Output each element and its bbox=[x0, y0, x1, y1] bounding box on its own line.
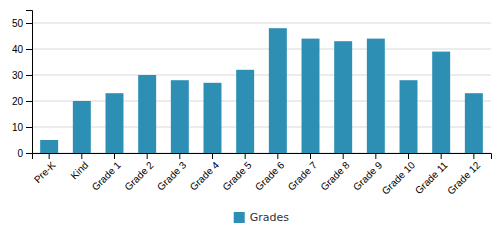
tick-label: 40 bbox=[12, 44, 24, 55]
tick: Grade 11 bbox=[413, 153, 450, 196]
tick-mark bbox=[26, 23, 32, 24]
tick-label: Grade 10 bbox=[380, 159, 418, 197]
tick-mark bbox=[375, 153, 376, 159]
chart: 01020304050Pre-KKindGrade 1Grade 2Grade … bbox=[0, 0, 503, 227]
grid-line bbox=[32, 101, 491, 102]
tick: Grade 7 bbox=[286, 153, 320, 193]
legend: Grades bbox=[234, 211, 290, 224]
bar bbox=[73, 101, 91, 153]
tick: 0 bbox=[17, 148, 32, 159]
tick-mark bbox=[408, 153, 409, 159]
y-axis: 0 10 20 30 40 50 bbox=[12, 11, 33, 159]
tick-mark bbox=[49, 153, 50, 159]
bar bbox=[302, 39, 320, 153]
tick-label: 50 bbox=[12, 18, 24, 29]
tick-label: 10 bbox=[12, 122, 24, 133]
bar bbox=[236, 70, 254, 153]
tick: 30 bbox=[12, 70, 32, 81]
tick-label: 20 bbox=[12, 96, 24, 107]
tick: Grade 2 bbox=[122, 153, 156, 193]
tick-mark bbox=[343, 153, 344, 159]
tick: Grade 5 bbox=[220, 153, 254, 193]
bar bbox=[367, 39, 385, 153]
tick-mark bbox=[473, 153, 474, 159]
grid-line bbox=[32, 75, 491, 76]
tick: 20 bbox=[12, 96, 32, 107]
tick-label: Grade 5 bbox=[220, 159, 254, 193]
tick-mark bbox=[26, 153, 32, 154]
tick-label: Grade 3 bbox=[155, 159, 189, 193]
tick: Pre-K bbox=[32, 153, 58, 185]
tick-label: Grade 4 bbox=[188, 159, 222, 193]
tick: 10 bbox=[12, 122, 32, 133]
tick-mark bbox=[179, 153, 180, 159]
tick-label: Pre-K bbox=[32, 159, 58, 185]
plot: 01020304050Pre-KKindGrade 1Grade 2Grade … bbox=[12, 11, 492, 197]
bar bbox=[465, 93, 483, 153]
bar bbox=[269, 28, 287, 153]
tick: Grade 1 bbox=[90, 153, 124, 193]
tick-label: Grade 1 bbox=[90, 159, 124, 193]
tick-mark bbox=[81, 153, 82, 159]
legend-item: Grades bbox=[234, 211, 290, 224]
legend-swatch bbox=[234, 212, 245, 223]
grid-line bbox=[32, 49, 491, 50]
tick-label: Grade 11 bbox=[413, 159, 450, 196]
tick-mark bbox=[26, 101, 32, 102]
tick-label: 0 bbox=[17, 148, 23, 159]
grid-line bbox=[32, 127, 491, 128]
tick: Grade 6 bbox=[253, 153, 287, 193]
bar bbox=[40, 140, 58, 153]
tick: Grade 4 bbox=[188, 153, 222, 193]
bar bbox=[138, 75, 156, 153]
bars bbox=[40, 28, 483, 153]
tick-mark bbox=[26, 127, 32, 128]
tick: Kind bbox=[68, 153, 90, 181]
tick-label: Kind bbox=[68, 159, 90, 181]
x-axis: Pre-KKindGrade 1Grade 2Grade 3Grade 4Gra… bbox=[32, 153, 492, 197]
axis-line bbox=[26, 11, 33, 154]
bar bbox=[400, 80, 418, 153]
grid bbox=[32, 23, 491, 153]
legend-label: Grades bbox=[250, 211, 290, 224]
tick-label: 30 bbox=[12, 70, 24, 81]
tick-mark bbox=[147, 153, 148, 159]
tick-mark bbox=[114, 153, 115, 159]
tick: 50 bbox=[12, 18, 32, 29]
tick-label: Grade 12 bbox=[445, 159, 483, 197]
tick: Grade 10 bbox=[380, 153, 418, 197]
bar bbox=[432, 52, 450, 153]
axis-line bbox=[33, 154, 492, 160]
tick-mark bbox=[441, 153, 442, 159]
bar bbox=[334, 41, 352, 153]
tick-label: Grade 7 bbox=[286, 159, 320, 193]
tick: 40 bbox=[12, 44, 32, 55]
bar bbox=[106, 93, 124, 153]
tick-mark bbox=[310, 153, 311, 159]
tick-mark bbox=[245, 153, 246, 159]
tick-mark bbox=[277, 153, 278, 159]
tick-mark bbox=[26, 75, 32, 76]
tick-label: Grade 2 bbox=[122, 159, 156, 193]
tick: Grade 12 bbox=[445, 153, 483, 197]
tick-mark bbox=[26, 49, 32, 50]
tick-mark bbox=[212, 153, 213, 159]
grid-line bbox=[32, 23, 491, 24]
bar bbox=[171, 80, 189, 153]
tick: Grade 8 bbox=[318, 153, 352, 193]
bar bbox=[204, 83, 222, 153]
tick: Grade 3 bbox=[155, 153, 189, 193]
tick-label: Grade 6 bbox=[253, 159, 287, 193]
tick-label: Grade 8 bbox=[318, 159, 352, 193]
tick: Grade 9 bbox=[351, 153, 385, 193]
